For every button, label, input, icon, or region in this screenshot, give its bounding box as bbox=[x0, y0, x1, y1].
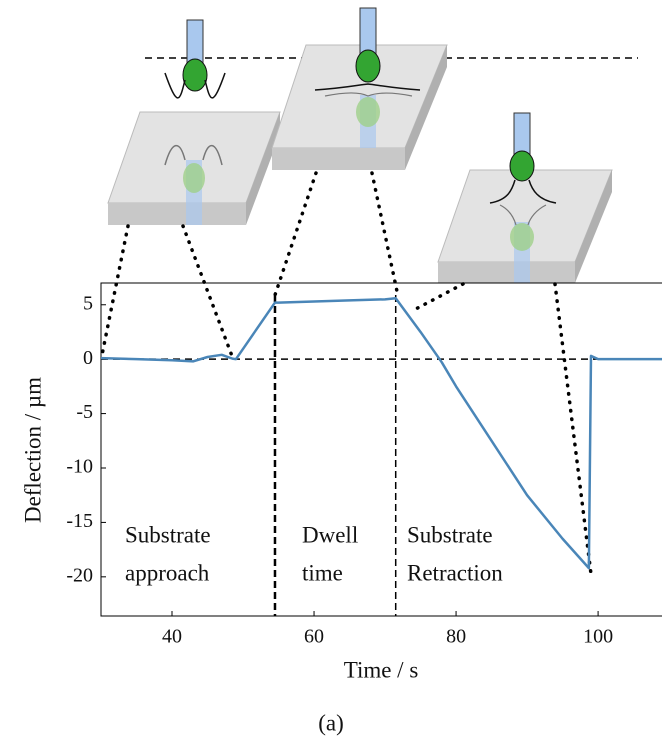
phase-label: Substrate bbox=[407, 522, 493, 547]
phase-label: time bbox=[302, 560, 343, 585]
x-tick-label: 80 bbox=[446, 626, 466, 648]
y-axis-label: Deflection / µm bbox=[20, 377, 45, 523]
y-tick-label: 5 bbox=[83, 292, 93, 314]
y-tick-label: 0 bbox=[83, 347, 93, 369]
phase-label: approach bbox=[125, 560, 210, 585]
x-tick-label: 100 bbox=[583, 626, 613, 648]
y-tick-label: -20 bbox=[66, 564, 93, 586]
caption: (a) bbox=[318, 710, 344, 735]
x-tick-label: 60 bbox=[304, 626, 324, 648]
data-line bbox=[100, 296, 662, 570]
phase-label: Substrate bbox=[125, 522, 211, 547]
y-tick-label: -5 bbox=[76, 401, 93, 423]
phase-label: Retraction bbox=[407, 560, 503, 585]
y-tick-label: -10 bbox=[66, 456, 93, 478]
phase-label: Dwell bbox=[302, 522, 358, 547]
x-tick-label: 40 bbox=[162, 626, 182, 648]
plot-frame bbox=[100, 282, 662, 617]
y-tick-label: -15 bbox=[66, 510, 93, 532]
x-axis-label: Time / s bbox=[344, 657, 419, 682]
illustrations bbox=[100, 7, 638, 576]
